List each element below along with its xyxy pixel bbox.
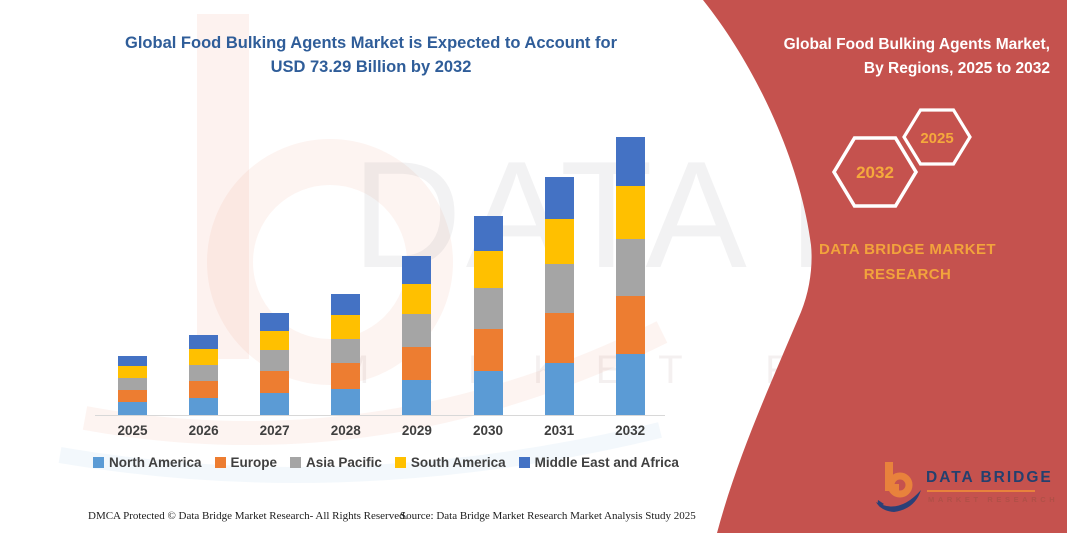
- chart-title: Global Food Bulking Agents Market is Exp…: [75, 32, 667, 80]
- x-axis-label-2031: 2031: [544, 423, 575, 438]
- legend-swatch: [214, 457, 226, 468]
- segment-asia-pacific-2030: [473, 288, 503, 330]
- legend-swatch: [518, 457, 530, 468]
- x-axis-label-2030: 2030: [472, 423, 504, 438]
- legend-item-south-america: South America: [394, 455, 506, 470]
- segment-middle-east-and-africa-2025: [118, 355, 147, 367]
- segment-north-america-2025: [118, 402, 147, 415]
- segment-north-america-2027: [260, 392, 290, 415]
- x-axis-label-2027: 2027: [259, 423, 290, 438]
- segment-middle-east-and-africa-2027: [260, 313, 290, 331]
- x-axis-label-2028: 2028: [330, 423, 361, 438]
- segment-south-america-2031: [544, 218, 574, 264]
- sidebar-heading-line2: By Regions, 2025 to 2032: [863, 60, 1050, 78]
- logo-name-text: DATA BRIDGE: [926, 469, 1053, 486]
- legend-label: Europe: [230, 455, 278, 470]
- legend-swatch: [394, 457, 406, 468]
- legend-item-north-america: North America: [93, 455, 202, 470]
- sidebar-brand-line2: RESEARCH: [863, 265, 952, 283]
- footer-source-text: Source: Data Bridge Market Research Mark…: [400, 510, 696, 522]
- segment-north-america-2029: [402, 380, 432, 415]
- segment-asia-pacific-2029: [402, 314, 432, 347]
- segment-south-america-2026: [189, 349, 219, 365]
- segment-north-america-2028: [331, 388, 361, 415]
- segment-middle-east-and-africa-2026: [189, 335, 219, 350]
- legend-label: South America: [410, 455, 506, 470]
- bar-2027: [260, 313, 290, 415]
- segment-south-america-2029: [402, 283, 432, 315]
- bar-2032: [615, 137, 645, 415]
- legend-item-middle-east-and-africa: Middle East and Africa: [518, 455, 679, 470]
- databridge-logo-icon: [876, 462, 921, 512]
- segment-middle-east-and-africa-2031: [544, 177, 574, 219]
- year-hexagons: 2025 2032: [831, 108, 972, 208]
- x-axis-label-2032: 2032: [615, 423, 646, 438]
- segment-asia-pacific-2026: [189, 364, 219, 381]
- chart-legend: North America Europe Asia Pacific South Ame…: [93, 455, 679, 470]
- segment-middle-east-and-africa-2032: [615, 137, 645, 187]
- legend-swatch: [290, 457, 302, 468]
- segment-europe-2030: [473, 329, 503, 371]
- bar-2026: [189, 335, 219, 415]
- stacked-bar-chart: 2025 2026 2027 2028 2029 2030 2031 2032: [95, 120, 665, 438]
- bar-2031: [544, 177, 574, 415]
- logo-sub-text: MARKET RESEARCH: [928, 495, 1059, 504]
- bar-2028: [331, 294, 361, 415]
- segment-europe-2027: [260, 371, 290, 393]
- segment-north-america-2026: [189, 397, 219, 415]
- segment-middle-east-and-africa-2029: [402, 256, 432, 284]
- segment-europe-2032: [615, 295, 645, 354]
- segment-south-america-2030: [473, 250, 503, 289]
- segment-north-america-2030: [473, 371, 503, 415]
- chart-title-line2: USD 73.29 Billion by 2032: [270, 57, 472, 76]
- sidebar-heading: Global Food Bulking Agents Market, By Re…: [720, 33, 1050, 81]
- segment-north-america-2031: [544, 362, 574, 415]
- segment-europe-2025: [118, 389, 147, 403]
- segment-asia-pacific-2032: [615, 238, 645, 296]
- logo-underline: [927, 490, 1035, 492]
- bar-2029: [402, 256, 432, 415]
- bar-2030: [473, 216, 503, 415]
- legend-label: Middle East and Africa: [534, 455, 679, 470]
- legend-item-asia-pacific: Asia Pacific: [290, 455, 382, 470]
- segment-asia-pacific-2025: [118, 377, 147, 390]
- hexagon-2025-label: 2025: [920, 130, 953, 147]
- segment-asia-pacific-2031: [544, 263, 574, 313]
- legend-label: North America: [109, 455, 202, 470]
- segment-middle-east-and-africa-2030: [473, 216, 503, 251]
- segment-europe-2029: [402, 346, 432, 381]
- segment-south-america-2032: [615, 186, 645, 239]
- legend-swatch: [93, 457, 104, 468]
- segment-south-america-2028: [331, 315, 361, 339]
- segment-south-america-2025: [118, 366, 147, 378]
- chart-title-line1: Global Food Bulking Agents Market is Exp…: [125, 34, 617, 52]
- x-axis-label-2029: 2029: [401, 423, 432, 438]
- legend-item-europe: Europe: [214, 455, 278, 470]
- legend-label: Asia Pacific: [306, 455, 382, 470]
- segment-south-america-2027: [260, 330, 290, 351]
- segment-asia-pacific-2027: [260, 350, 290, 372]
- sidebar-brand-line1: DATA BRIDGE MARKET: [819, 241, 996, 258]
- x-axis-label-2025: 2025: [117, 423, 148, 438]
- segment-asia-pacific-2028: [331, 338, 361, 364]
- segment-europe-2028: [331, 363, 361, 389]
- segment-europe-2026: [189, 380, 219, 398]
- sidebar-heading-line1: Global Food Bulking Agents Market,: [783, 36, 1050, 53]
- x-axis-label-2026: 2026: [188, 423, 219, 438]
- segment-middle-east-and-africa-2028: [331, 294, 361, 316]
- sidebar-brand-text: DATA BRIDGE MARKET RESEARCH: [795, 238, 1020, 288]
- hexagon-2032-label: 2032: [856, 163, 894, 182]
- segment-north-america-2032: [615, 354, 645, 415]
- footer-dmca-text: DMCA Protected © Data Bridge Market Rese…: [88, 510, 408, 522]
- bar-2025: [118, 355, 147, 415]
- segment-europe-2031: [544, 312, 574, 363]
- databridge-logo: DATA BRIDGE MARKET RESEARCH: [874, 452, 1064, 522]
